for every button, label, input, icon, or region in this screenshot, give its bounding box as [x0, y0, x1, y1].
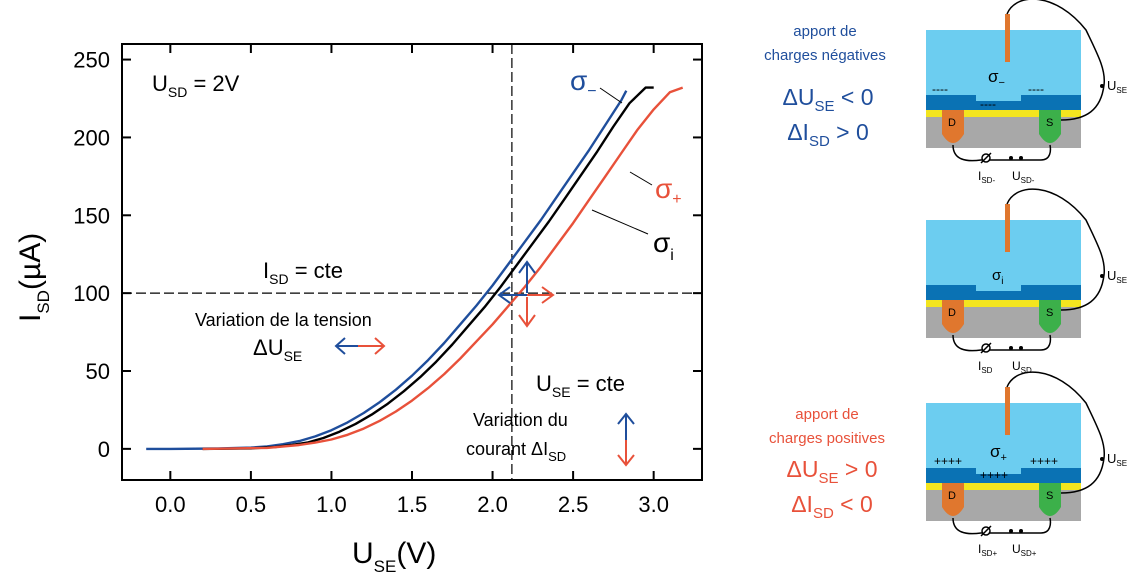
reference-lines [122, 44, 702, 480]
y-tick-label: 50 [86, 359, 110, 384]
svg-text:USE: USE [1107, 451, 1127, 468]
svg-text:σ−: σ− [570, 65, 597, 100]
isd-cte-annotation: ISD = cte [263, 258, 343, 287]
y-axis-ticks: 0 50 100 150 200 250 [73, 48, 702, 462]
delta-use-label: ΔUSE [253, 335, 302, 364]
svg-text:----: ---- [932, 82, 948, 96]
series-line [146, 90, 628, 451]
svg-text:USE: USE [1107, 268, 1127, 285]
svg-text:apport de: apport de [793, 23, 856, 40]
x-tick-label: 0.5 [236, 492, 267, 517]
svg-text:D: D [948, 117, 956, 129]
curves [146, 86, 684, 451]
device-sigma-i: σi D S USE ISD USD [926, 188, 1127, 375]
svg-text:ΔUSE > 0: ΔUSE > 0 [786, 456, 877, 487]
x-tick-label: 1.5 [397, 492, 428, 517]
svg-text:ΔUSE < 0: ΔUSE < 0 [782, 84, 873, 115]
svg-text:ISD+: ISD+ [978, 542, 997, 558]
svg-text:++++: ++++ [1030, 454, 1058, 468]
x-tick-label: 2.0 [477, 492, 508, 517]
negative-charges-panel: apport de charges négatives ΔUSE < 0 ΔIS… [764, 23, 886, 150]
crossing-arrows [497, 260, 555, 328]
svg-text:----: ---- [1028, 82, 1044, 96]
svg-text:σ+: σ+ [990, 442, 1007, 464]
series-line [202, 86, 654, 451]
y-tick-label: 150 [73, 203, 110, 228]
svg-text:USD-: USD- [1012, 169, 1035, 185]
svg-text:USD+: USD+ [1012, 542, 1037, 558]
usd-annotation: USD = 2V [152, 71, 240, 100]
y-tick-label: 200 [73, 125, 110, 150]
svg-text:charges positives: charges positives [769, 430, 885, 447]
svg-text:apport de: apport de [795, 406, 858, 423]
svg-text:USE: USE [1107, 78, 1127, 95]
svg-text:D: D [948, 490, 956, 502]
x-tick-label: 0.0 [155, 492, 186, 517]
series-line [202, 86, 684, 451]
svg-text:ISD-: ISD- [978, 169, 995, 185]
svg-text:σi: σi [992, 267, 1004, 287]
svg-text:ΔISD < 0: ΔISD < 0 [791, 491, 873, 522]
svg-text:σ+: σ+ [655, 173, 682, 208]
svg-text:D: D [948, 307, 956, 319]
y-tick-label: 100 [73, 281, 110, 306]
positive-charges-panel: apport de charges positives ΔUSE > 0 ΔIS… [769, 406, 885, 522]
delta-isd-arrow [617, 412, 635, 467]
x-axis-title: USE(V) [352, 537, 436, 576]
svg-text:S: S [1046, 490, 1053, 502]
x-tick-label: 3.0 [638, 492, 669, 517]
x-tick-label: 2.5 [558, 492, 589, 517]
variation-tension-label: Variation de la tension [195, 310, 372, 330]
sigma-plus-label: σ+ [629, 171, 682, 208]
y-tick-label: 250 [73, 48, 110, 73]
delta-isd-label: courant ΔISD [466, 439, 566, 464]
svg-text:----: ---- [980, 97, 996, 111]
device-sigma-minus: ---- ---- ---- σ− D S USE ISD- USD- [926, 0, 1127, 185]
x-tick-label: 1.0 [316, 492, 347, 517]
y-tick-label: 0 [98, 437, 110, 462]
svg-text:ΔISD > 0: ΔISD > 0 [787, 119, 869, 150]
svg-text:σ−: σ− [988, 67, 1005, 89]
use-cte-annotation: USE = cte [536, 371, 625, 400]
y-axis-title: ISD(µA) [14, 233, 53, 322]
svg-text:++++: ++++ [980, 468, 1008, 482]
x-axis-ticks: 0.0 0.5 1.0 1.5 2.0 2.5 3.0 [155, 44, 669, 517]
sigma-i-label: σi [591, 209, 674, 264]
variation-courant-label: Variation du [473, 410, 568, 430]
svg-text:S: S [1046, 307, 1053, 319]
svg-text:++++: ++++ [934, 454, 962, 468]
chart: 0.0 0.5 1.0 1.5 2.0 2.5 3.0 0 50 100 150 200 250 US… [14, 43, 703, 576]
svg-text:ISD: ISD [978, 359, 993, 375]
svg-text:USD: USD [1012, 359, 1032, 375]
svg-text:S: S [1046, 117, 1053, 129]
svg-text:σi: σi [653, 227, 674, 264]
delta-use-arrow [334, 337, 386, 355]
sigma-minus-label: σ− [570, 65, 623, 104]
svg-text:charges négatives: charges négatives [764, 47, 886, 64]
device-sigma-plus: ++++ ++++ ++++ σ+ D S USE ISD+ USD+ [926, 371, 1127, 558]
